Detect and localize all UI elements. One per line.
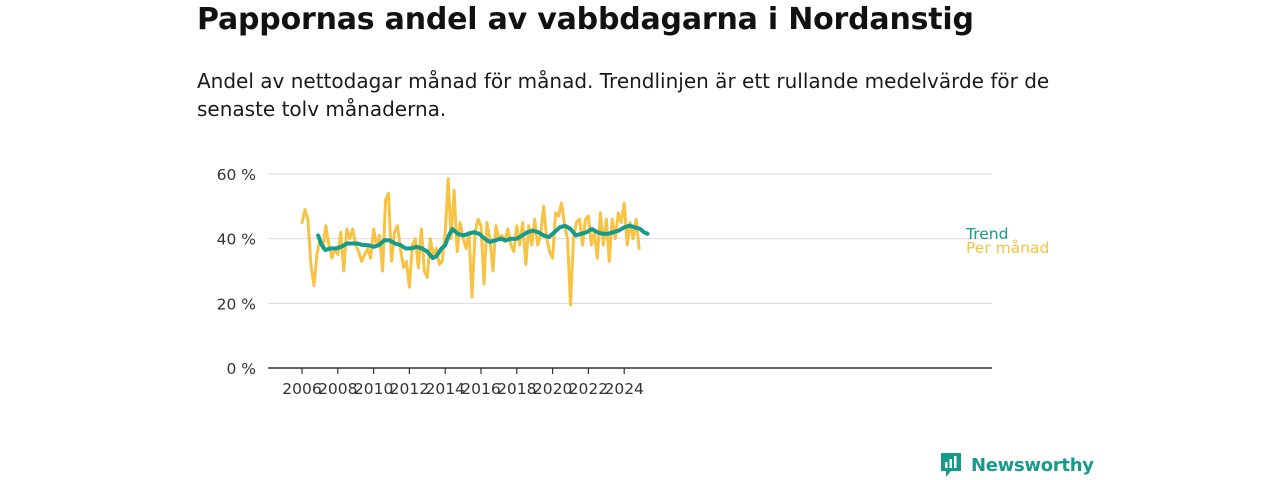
x-tick-label: 2020 [533,380,572,398]
x-tick-label: 2012 [390,380,429,398]
series-line-trend [316,223,650,261]
brand-name: Newsworthy [971,454,1094,476]
series-label-trend: Trend [965,225,1008,243]
y-tick-label: 0 % [226,360,256,378]
series-label-per-manad: Per månad [966,239,1049,257]
y-tick-label: 20 % [217,295,256,313]
x-tick-label: 2018 [497,380,536,398]
x-tick-label: 2016 [461,380,500,398]
newsworthy-logo-icon [941,453,961,477]
newsworthy-logo[interactable]: Newsworthy [939,451,1094,479]
y-tick-label: 60 % [217,166,256,184]
x-tick-label: 2022 [569,380,608,398]
chart-title: Pappornas andel av vabbdagarna i Nordans… [197,2,974,37]
y-tick-label: 40 % [217,231,256,249]
series-line-per-manad [300,177,641,307]
axes: 0 %20 %40 %60 %2006200820102012201420162… [217,166,992,398]
x-tick-label: 2014 [425,380,464,398]
x-tick-label: 2024 [604,380,643,398]
x-tick-label: 2006 [282,380,321,398]
series-lines [300,177,650,307]
chart-subtitle: Andel av nettodagar månad för månad. Tre… [197,69,1050,121]
x-tick-label: 2008 [318,380,357,398]
x-tick-label: 2010 [354,380,393,398]
